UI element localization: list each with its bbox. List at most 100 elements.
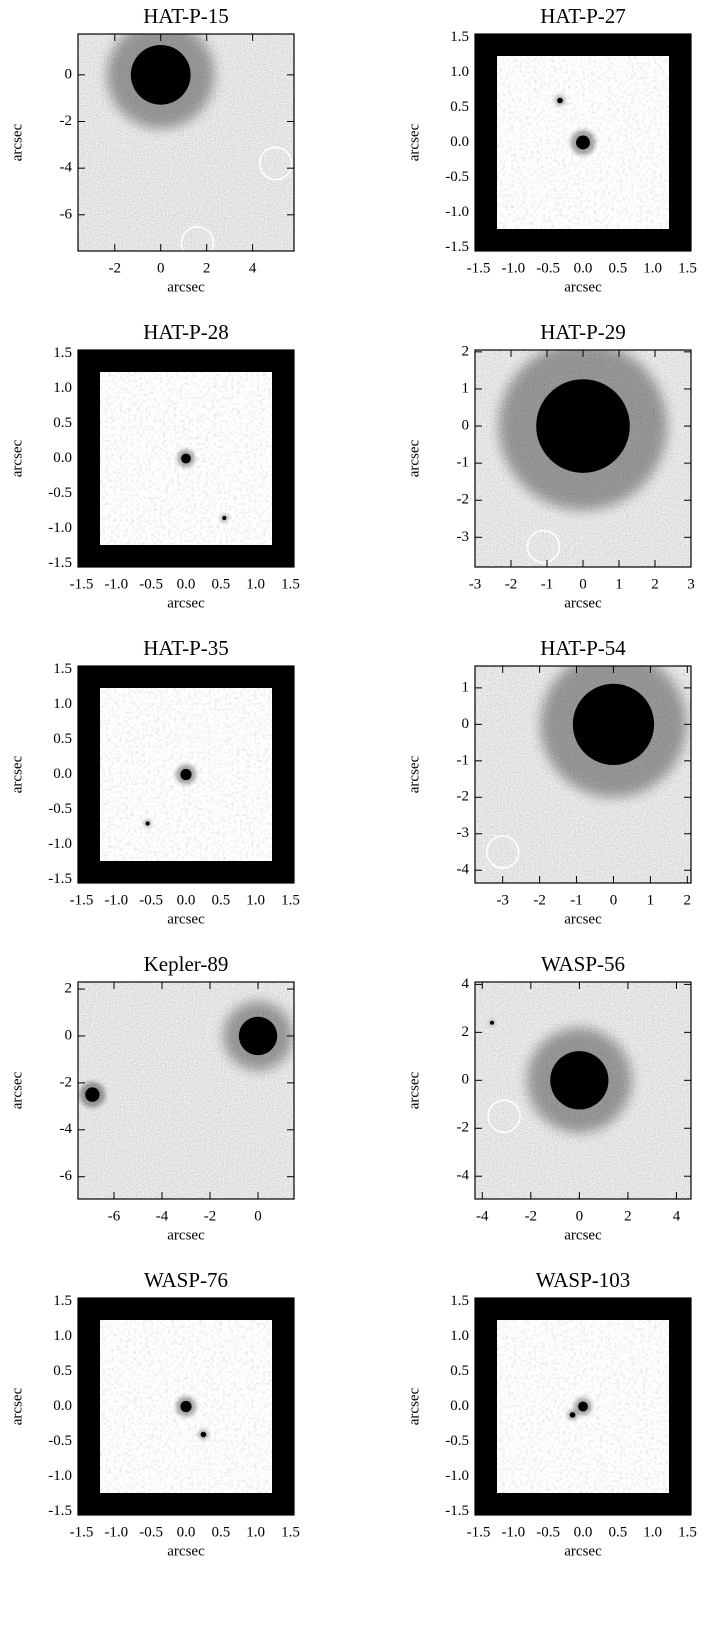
x-axis-label: arcsec bbox=[167, 595, 205, 611]
y-tick-label: 2 bbox=[462, 1024, 470, 1040]
y-tick-label: -1 bbox=[457, 455, 470, 471]
y-tick-label: -2 bbox=[457, 1120, 470, 1136]
image bbox=[78, 1298, 294, 1515]
companion-marker bbox=[180, 226, 215, 251]
panel: -1.5 -1.0 -0.5 0.0 0.5 1.0 1.5 -1.5 -1.0 -0.5 0.0 0… bbox=[9, 320, 299, 612]
x-tick-label: 1.0 bbox=[643, 1524, 662, 1540]
companion-marker bbox=[485, 835, 520, 869]
x-tick-label: 0 bbox=[157, 260, 165, 276]
x-tick-label: -0.5 bbox=[536, 260, 560, 276]
y-tick-label: -1.5 bbox=[48, 871, 72, 887]
x-tick-label: 0.0 bbox=[574, 1524, 593, 1540]
panel: -1.5 -1.0 -0.5 0.0 0.5 1.0 1.5 -1.5 -1.0 -0.5 0.0 0… bbox=[406, 1268, 696, 1560]
y-tick-label: -1.0 bbox=[48, 520, 72, 536]
x-tick-label: -1 bbox=[541, 576, 554, 592]
y-tick-label: 0 bbox=[65, 66, 73, 82]
y-tick-label: -1.0 bbox=[445, 1468, 469, 1484]
source bbox=[145, 821, 150, 826]
y-tick-label: -1.0 bbox=[48, 836, 72, 852]
x-tick-label: 0.5 bbox=[608, 1524, 627, 1540]
y-tick-label: -0.5 bbox=[48, 1433, 72, 1449]
y-axis-label: arcsec bbox=[9, 123, 25, 161]
y-tick-label: -2 bbox=[60, 113, 73, 129]
image bbox=[78, 350, 294, 567]
y-tick-label: 1.5 bbox=[53, 345, 72, 361]
x-tick-label: 2 bbox=[624, 1208, 632, 1224]
panel-title: HAT-P-54 bbox=[540, 636, 626, 660]
panel-title: Kepler-89 bbox=[144, 952, 229, 976]
companion-marker bbox=[258, 146, 293, 181]
y-tick-label: 0.0 bbox=[53, 766, 72, 782]
image bbox=[78, 34, 294, 251]
y-tick-label: 0.0 bbox=[450, 134, 469, 150]
panel: -4 -2 0 2 4 -4 -2 0 2 4 WASP-56 arcsec arcsec bbox=[406, 952, 692, 1243]
y-tick-label: 1.0 bbox=[53, 1328, 72, 1344]
y-tick-label: 0.5 bbox=[53, 415, 72, 431]
y-axis-label: arcsec bbox=[9, 439, 25, 477]
y-tick-label: 0.5 bbox=[53, 731, 72, 747]
x-tick-label: 1.5 bbox=[281, 1524, 300, 1540]
panel-title: WASP-76 bbox=[144, 1268, 228, 1292]
y-tick-label: 0 bbox=[462, 716, 470, 732]
y-tick-label: -1.5 bbox=[445, 1503, 469, 1519]
y-axis-label: arcsec bbox=[406, 755, 422, 793]
y-tick-label: 1.0 bbox=[450, 1328, 469, 1344]
y-tick-label: -0.5 bbox=[445, 169, 469, 185]
panel-title: HAT-P-29 bbox=[540, 320, 626, 344]
y-tick-label: -2 bbox=[457, 492, 470, 508]
x-tick-label: 0.5 bbox=[211, 1524, 230, 1540]
x-tick-label: 1.5 bbox=[678, 1524, 697, 1540]
source bbox=[180, 1400, 192, 1413]
x-tick-label: 1.5 bbox=[281, 576, 300, 592]
image bbox=[475, 350, 691, 567]
image bbox=[475, 982, 691, 1199]
panel: -2 0 2 4 -6 -4 -2 0 HAT-P-15 arcsec arcsec bbox=[9, 4, 295, 295]
x-tick-label: 3 bbox=[687, 576, 695, 592]
source bbox=[180, 768, 192, 781]
y-tick-label: -1.0 bbox=[48, 1468, 72, 1484]
x-tick-label: 0.5 bbox=[608, 260, 627, 276]
x-tick-label: 0.5 bbox=[211, 576, 230, 592]
x-tick-label: 0.0 bbox=[177, 576, 196, 592]
x-axis-label: arcsec bbox=[167, 279, 205, 295]
x-tick-label: 1.0 bbox=[246, 576, 265, 592]
panel: -6 -4 -2 0 -6 -4 -2 0 2 Kepler-89 arcsec arcsec bbox=[9, 952, 295, 1243]
x-tick-label: -0.5 bbox=[139, 1524, 163, 1540]
panel: -3 -2 -1 0 1 2 -4 -3 -2 -1 0 1 HAT-P-54 arcsec arcsec bbox=[406, 636, 692, 927]
source bbox=[130, 44, 191, 105]
image bbox=[475, 34, 691, 251]
x-axis-label: arcsec bbox=[564, 1227, 602, 1243]
x-tick-label: -1.0 bbox=[501, 260, 525, 276]
y-tick-label: 1.0 bbox=[53, 696, 72, 712]
x-tick-label: -2 bbox=[533, 892, 546, 908]
x-tick-label: 2 bbox=[651, 576, 659, 592]
x-tick-label: 4 bbox=[249, 260, 257, 276]
panel-title: WASP-103 bbox=[536, 1268, 631, 1292]
y-tick-label: 1 bbox=[462, 679, 470, 695]
y-tick-label: -6 bbox=[60, 1168, 73, 1184]
x-tick-label: 1.0 bbox=[246, 1524, 265, 1540]
y-tick-label: 1.0 bbox=[53, 380, 72, 396]
companion-marker bbox=[526, 529, 561, 564]
image bbox=[78, 666, 294, 883]
x-tick-label: -1.0 bbox=[104, 892, 128, 908]
y-tick-label: -2 bbox=[457, 789, 470, 805]
y-tick-label: -0.5 bbox=[445, 1433, 469, 1449]
y-tick-label: -3 bbox=[457, 825, 470, 841]
panel: -1.5 -1.0 -0.5 0.0 0.5 1.0 1.5 -1.5 -1.0 -0.5 0.0 0… bbox=[9, 636, 299, 928]
x-tick-label: -1.0 bbox=[104, 1524, 128, 1540]
y-tick-label: 0.0 bbox=[53, 1398, 72, 1414]
x-tick-label: -1.0 bbox=[104, 576, 128, 592]
y-axis-label: arcsec bbox=[406, 1071, 422, 1109]
x-tick-label: 1 bbox=[647, 892, 655, 908]
panel-title: HAT-P-27 bbox=[540, 4, 626, 28]
source bbox=[85, 1087, 100, 1102]
y-tick-label: 0 bbox=[462, 417, 470, 433]
x-tick-label: 0 bbox=[254, 1208, 262, 1224]
source bbox=[569, 1412, 576, 1418]
plot-frame bbox=[77, 981, 295, 1200]
source bbox=[200, 1431, 207, 1438]
source bbox=[572, 683, 655, 765]
plot-frame bbox=[474, 665, 692, 884]
panel-title: WASP-56 bbox=[541, 952, 625, 976]
